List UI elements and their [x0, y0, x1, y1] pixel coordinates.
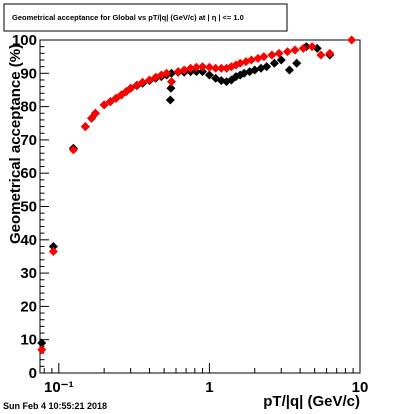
data-point [166, 83, 176, 93]
y-tick-label: 70 [20, 132, 37, 149]
data-point [198, 62, 208, 72]
data-point [99, 100, 109, 110]
data-point [269, 58, 279, 68]
data-point [162, 68, 172, 78]
y-tick-label: 50 [20, 199, 37, 216]
x-axis-title: pT/|q| (GeV/c) [263, 393, 360, 410]
timestamp: Sun Feb 4 10:55:21 2018 [3, 401, 107, 411]
y-tick-label: 20 [20, 298, 37, 315]
data-point [290, 45, 300, 55]
data-point [259, 52, 269, 62]
y-tick-label: 10 [20, 332, 37, 349]
data-point [292, 58, 302, 68]
data-point [216, 63, 226, 73]
data-point [316, 50, 326, 60]
series-layer [37, 35, 357, 355]
y-tick-label: 60 [20, 165, 37, 182]
data-point [48, 241, 58, 251]
data-point [262, 62, 272, 72]
y-tick-label: 0 [29, 365, 37, 382]
data-point [80, 122, 90, 132]
data-point [325, 48, 335, 58]
data-point [246, 55, 256, 65]
x-tick-label: 10 [352, 379, 369, 396]
y-tick-label: 40 [20, 232, 37, 249]
data-point [165, 95, 175, 105]
y-tick-label: 80 [20, 99, 37, 116]
data-point [284, 65, 294, 75]
data-point [105, 97, 115, 107]
data-point [179, 65, 189, 75]
x-axis: 10⁻¹ 1 10 [43, 363, 369, 396]
data-point [347, 35, 357, 45]
y-tick-label: 30 [20, 265, 37, 282]
data-point [307, 42, 317, 52]
title-box: Geometrical acceptance for Global vs pT/… [3, 3, 288, 32]
data-point [198, 67, 208, 77]
data-point [250, 65, 260, 75]
series-red [37, 35, 357, 355]
data-point [126, 83, 136, 93]
y-tick-label: 100 [12, 32, 37, 49]
data-point [191, 62, 201, 72]
data-point [186, 63, 196, 73]
data-point [267, 50, 277, 60]
data-point [166, 77, 176, 87]
x-tick-label: 10⁻¹ [44, 379, 74, 396]
data-point [37, 345, 47, 355]
y-axis-title: Geometrical acceptance (%) [7, 44, 24, 244]
data-point [282, 47, 292, 57]
data-point [274, 48, 284, 58]
y-tick-label: 90 [20, 65, 37, 82]
data-point [166, 68, 176, 78]
data-point [121, 87, 131, 97]
data-point [68, 145, 78, 155]
x-tick-label: 1 [205, 379, 213, 396]
data-point [90, 108, 100, 118]
data-point [138, 77, 148, 87]
data-point [204, 70, 214, 80]
y-axis: 0 10 20 30 40 50 60 70 80 90 100 [12, 32, 49, 382]
data-point [37, 338, 47, 348]
data-point [211, 63, 221, 73]
data-point [204, 62, 214, 72]
data-point [48, 246, 58, 256]
chart-title: Geometrical acceptance for Global vs pT/… [12, 13, 244, 22]
data-point [298, 43, 308, 53]
